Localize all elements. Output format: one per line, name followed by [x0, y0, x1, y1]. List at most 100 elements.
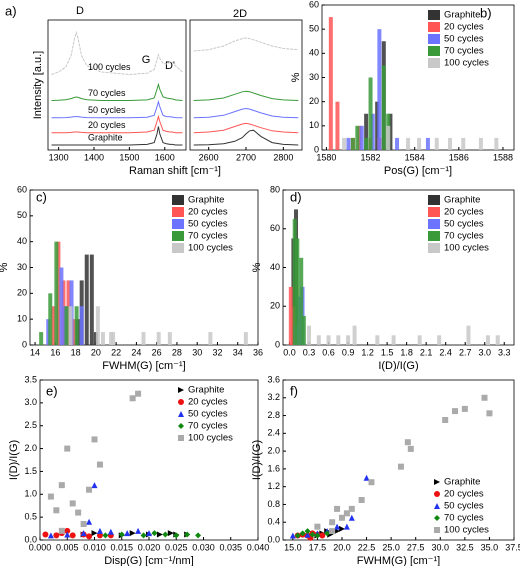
- x-tick-label: 14: [30, 347, 40, 357]
- marker: [47, 493, 54, 500]
- y-tick-label: 0: [22, 339, 27, 349]
- x-tick-label: 20.0: [333, 542, 351, 552]
- y-tick-label: 10: [17, 314, 27, 324]
- bar: [346, 335, 351, 345]
- bar: [64, 306, 69, 345]
- marker: [96, 461, 103, 468]
- marker: [358, 497, 365, 503]
- marker: [363, 474, 370, 481]
- marker: [69, 500, 76, 507]
- y-tick-label: 2.0: [267, 445, 280, 455]
- spectrum: [193, 107, 299, 119]
- bar: [388, 113, 393, 150]
- bar: [68, 306, 73, 345]
- x-tick-label: 1400: [84, 152, 104, 162]
- bar: [93, 332, 98, 345]
- marker: [486, 410, 493, 417]
- x-tick-label: 0.040: [247, 542, 270, 552]
- marker: [86, 533, 93, 540]
- y-tick-label: 60: [309, 0, 319, 9]
- x-tick-label: 0.020: [138, 542, 161, 552]
- bar: [417, 137, 422, 150]
- bar: [395, 137, 400, 150]
- bar: [359, 125, 364, 150]
- legend-swatch: [428, 46, 440, 56]
- marker: [334, 505, 341, 512]
- x-tick-label: 22: [111, 347, 121, 357]
- marker: [338, 525, 345, 532]
- legend-marker: [178, 411, 184, 417]
- legend-marker: [178, 435, 184, 441]
- bar: [375, 101, 380, 150]
- marker: [75, 509, 82, 516]
- legend-label: 50 cycles: [444, 219, 484, 230]
- marker: [162, 531, 169, 538]
- bar: [299, 257, 304, 345]
- bar: [100, 332, 105, 345]
- x-tick-label: 17.5: [309, 542, 327, 552]
- spectrum: [193, 37, 299, 52]
- marker: [58, 527, 65, 534]
- x-tick-label: 1.5: [381, 347, 394, 357]
- x-tick-label: 3.3: [498, 347, 511, 357]
- legend-marker: [178, 423, 184, 429]
- y-tick-label: 3.5: [24, 374, 37, 384]
- panel-label: b): [480, 5, 492, 20]
- x-tick-label: 1580: [316, 152, 336, 162]
- y-tick-label: 0.0: [24, 534, 37, 544]
- legend-label: 70 cycles: [444, 231, 484, 242]
- legend-label: 50 cycles: [444, 501, 484, 512]
- x-tick-label: 3.0: [478, 347, 491, 357]
- y-tick-label: 3.2: [267, 392, 280, 402]
- marker: [481, 394, 488, 401]
- x-tick-label: 0.010: [83, 542, 106, 552]
- marker: [348, 505, 355, 512]
- bar: [243, 332, 248, 345]
- legend-label: Graphite: [188, 195, 224, 206]
- marker: [304, 531, 311, 538]
- x-tick-label: 20: [91, 347, 101, 357]
- plot-frame: [189, 19, 303, 151]
- marker: [309, 531, 316, 538]
- bar: [109, 332, 114, 345]
- y-tick-label: 20: [270, 301, 280, 311]
- x-axis-label: Raman shift [cm⁻¹]: [129, 165, 221, 177]
- legend-swatch: [428, 22, 440, 32]
- y-tick-label: 40: [270, 262, 280, 272]
- panel-label: e): [46, 383, 58, 398]
- bar: [167, 332, 172, 345]
- marker: [167, 530, 174, 537]
- legend-label: 20 cycles: [188, 397, 228, 408]
- marker: [294, 532, 301, 539]
- x-axis-label: Disp(G) [cm⁻¹/nm]: [104, 555, 194, 566]
- bar: [141, 332, 146, 345]
- x-tick-label: 0.005: [56, 542, 79, 552]
- spectrum: [193, 90, 299, 101]
- x-tick-label: 1300: [49, 152, 69, 162]
- bar: [375, 335, 380, 345]
- marker: [151, 530, 158, 537]
- legend-marker: [434, 527, 440, 533]
- bar: [328, 17, 333, 151]
- x-axis-label: I(D)/I(G): [378, 360, 418, 372]
- marker: [195, 532, 202, 539]
- bar: [95, 306, 100, 345]
- y-tick-label: 40: [309, 48, 319, 58]
- bar: [342, 137, 347, 150]
- bar: [51, 306, 56, 345]
- legend-swatch: [428, 34, 440, 44]
- marker: [53, 532, 60, 539]
- bar: [377, 29, 382, 151]
- y-tick-label: 0: [275, 339, 280, 349]
- y-tick-label: 1.5: [24, 466, 37, 476]
- y-tick-label: 40: [17, 236, 27, 246]
- bar: [89, 254, 94, 345]
- x-tick-label: 0.0: [283, 347, 296, 357]
- bar: [79, 306, 84, 345]
- legend-label: 100 cycles: [188, 433, 233, 444]
- legend-swatch: [428, 231, 440, 241]
- x-tick-label: 25.0: [382, 542, 400, 552]
- y-tick-label: 80: [270, 184, 280, 194]
- y-tick-label: 2.0: [24, 443, 37, 453]
- marker: [80, 521, 87, 527]
